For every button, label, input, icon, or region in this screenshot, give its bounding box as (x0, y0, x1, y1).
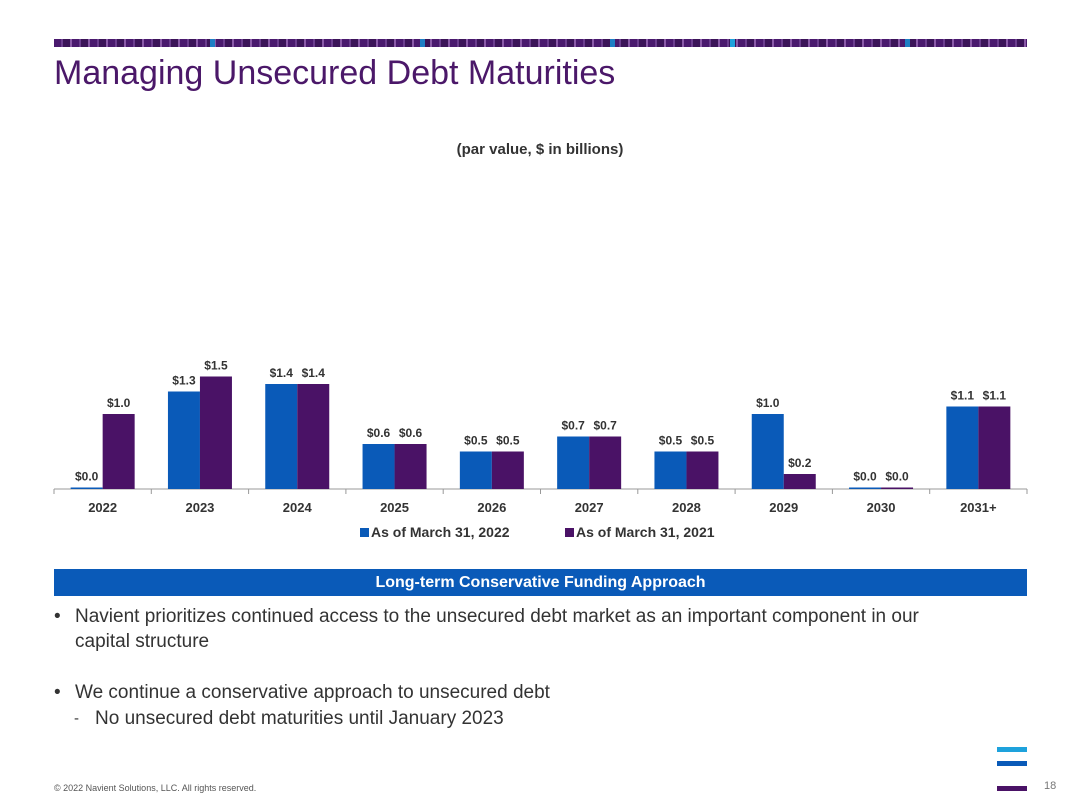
bar-mar-2021 (783, 474, 816, 489)
bullet-item: • We continue a conservative approach to… (54, 680, 1027, 730)
data-label: $1.1 (951, 389, 975, 403)
bar-mar-2022 (362, 444, 395, 489)
x-tick-label: 2028 (672, 500, 701, 515)
legend-label: As of March 31, 2022 (371, 524, 510, 540)
bullet-marker: • (54, 606, 61, 627)
x-tick-label: 2023 (185, 500, 214, 515)
bullet-text: Navient prioritizes continued access to … (75, 606, 919, 627)
data-label: $1.3 (172, 374, 196, 388)
bar-mar-2021 (394, 444, 427, 489)
data-label: $0.5 (496, 434, 520, 448)
data-label: $1.4 (302, 366, 326, 380)
sub-bullet-marker: - (74, 710, 79, 727)
data-label: $0.7 (561, 419, 585, 433)
x-tick-label: 2024 (283, 500, 313, 515)
bar-mar-2022 (70, 487, 103, 489)
bar-mar-2022 (751, 414, 784, 489)
header-strip-accent (730, 39, 735, 47)
x-tick-label: 2031+ (960, 500, 997, 515)
data-label: $1.0 (107, 396, 131, 410)
bar-mar-2022 (654, 451, 687, 489)
bar-mar-2022 (265, 384, 298, 489)
bullet-item: • Navient prioritizes continued access t… (54, 604, 1027, 654)
header-strip-accent (905, 39, 910, 47)
legend-swatch (360, 528, 369, 537)
header-strip-accent (420, 39, 425, 47)
data-label: $1.1 (983, 389, 1007, 403)
data-label: $0.7 (593, 419, 617, 433)
logo-bar (997, 747, 1027, 752)
x-tick-label: 2022 (88, 500, 117, 515)
bullet-text: We continue a conservative approach to u… (75, 682, 550, 703)
sub-bullet-text: No unsecured debt maturities until Janua… (95, 708, 504, 729)
data-label: $0.0 (885, 470, 909, 484)
bar-mar-2022 (557, 436, 590, 489)
navient-logo-icon (997, 747, 1027, 793)
x-tick-label: 2030 (867, 500, 896, 515)
bar-mar-2021 (881, 487, 914, 489)
bar-mar-2022 (167, 391, 200, 489)
funding-approach-banner: Long-term Conservative Funding Approach (54, 569, 1027, 596)
bar-chart: $0.0 $1.0 2022 $1.3 $1.5 2023 $1.4 $1.4 2024 $0.6… (53, 359, 1028, 540)
x-tick-label: 2027 (575, 500, 604, 515)
header-strip-accent (610, 39, 615, 47)
bullet-marker: • (54, 682, 61, 703)
bar-mar-2021 (297, 384, 330, 489)
bar-mar-2021 (686, 451, 719, 489)
page-number: 18 (1044, 780, 1057, 792)
header-strip-accent (210, 39, 215, 47)
x-tick-label: 2029 (769, 500, 798, 515)
legend-swatch (565, 528, 574, 537)
legend-label: As of March 31, 2021 (576, 524, 715, 540)
bar-mar-2021 (199, 376, 232, 489)
data-label: $0.5 (464, 434, 488, 448)
bar-mar-2021 (491, 451, 524, 489)
slide-title: Managing Unsecured Debt Maturities (54, 54, 616, 92)
chart-subtitle: (par value, $ in billions) (456, 141, 624, 158)
data-label: $0.6 (399, 426, 423, 440)
logo-bar (997, 761, 1027, 766)
data-label: $0.5 (659, 434, 683, 448)
data-label: $1.4 (270, 366, 294, 380)
logo-bar (997, 786, 1027, 791)
bar-mar-2021 (102, 414, 135, 489)
data-label: $0.6 (367, 426, 391, 440)
x-tick-label: 2026 (477, 500, 506, 515)
data-label: $0.0 (853, 470, 877, 484)
decorative-header-strip (54, 39, 1027, 47)
bar-mar-2021 (978, 406, 1011, 489)
copyright-footer: © 2022 Navient Solutions, LLC. All right… (54, 783, 257, 793)
data-label: $1.5 (204, 359, 228, 373)
bar-mar-2022 (849, 487, 882, 489)
bar-mar-2022 (946, 406, 979, 489)
x-tick-label: 2025 (380, 500, 409, 515)
bullet-text: capital structure (75, 631, 210, 652)
data-label: $0.0 (75, 470, 99, 484)
data-label: $1.0 (756, 396, 780, 410)
data-label: $0.5 (691, 434, 715, 448)
bar-mar-2021 (589, 436, 622, 489)
bar-mar-2022 (459, 451, 492, 489)
data-label: $0.2 (788, 456, 812, 470)
